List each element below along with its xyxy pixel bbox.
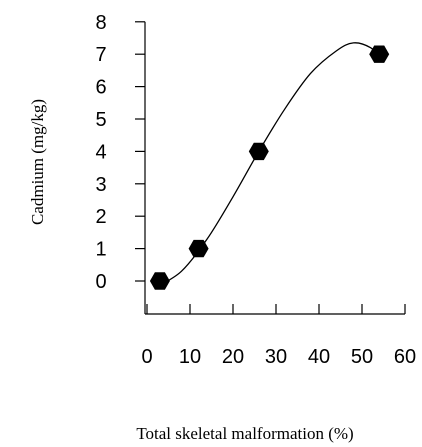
data-point xyxy=(149,272,170,290)
y-axis-title: Cadmium (mg/kg) xyxy=(28,99,47,225)
y-tick-label: 7 xyxy=(95,44,106,66)
y-tick-label: 0 xyxy=(95,271,106,293)
data-point xyxy=(369,45,390,63)
data-point xyxy=(188,239,209,258)
y-tick-label: 8 xyxy=(95,12,106,34)
x-tick-label: 20 xyxy=(222,346,244,368)
x-tick-label: 30 xyxy=(265,346,287,368)
y-axis-ticks: 0 1 2 3 4 5 6 7 8 xyxy=(95,12,145,293)
x-tick-label: 50 xyxy=(351,346,373,368)
y-tick-label: 3 xyxy=(95,174,106,196)
axes xyxy=(144,21,405,315)
x-tick-label: 0 xyxy=(141,346,152,368)
y-tick-label: 1 xyxy=(95,239,106,261)
x-tick-label: 10 xyxy=(179,346,201,368)
x-axis-ticks: 0 10 20 30 40 50 60 xyxy=(141,304,416,368)
x-axis-title: Total skeletal malformation (%) xyxy=(136,424,353,443)
y-tick-label: 6 xyxy=(95,77,106,99)
y-tick-label: 5 xyxy=(95,109,106,131)
data-point xyxy=(248,142,269,161)
fit-curve xyxy=(155,42,382,289)
y-tick-label: 2 xyxy=(95,206,106,228)
x-tick-label: 40 xyxy=(308,346,330,368)
fit-curve-layer xyxy=(155,42,382,289)
x-tick-label: 60 xyxy=(394,346,416,368)
y-tick-label: 4 xyxy=(95,141,106,163)
data-points-layer xyxy=(149,45,390,290)
